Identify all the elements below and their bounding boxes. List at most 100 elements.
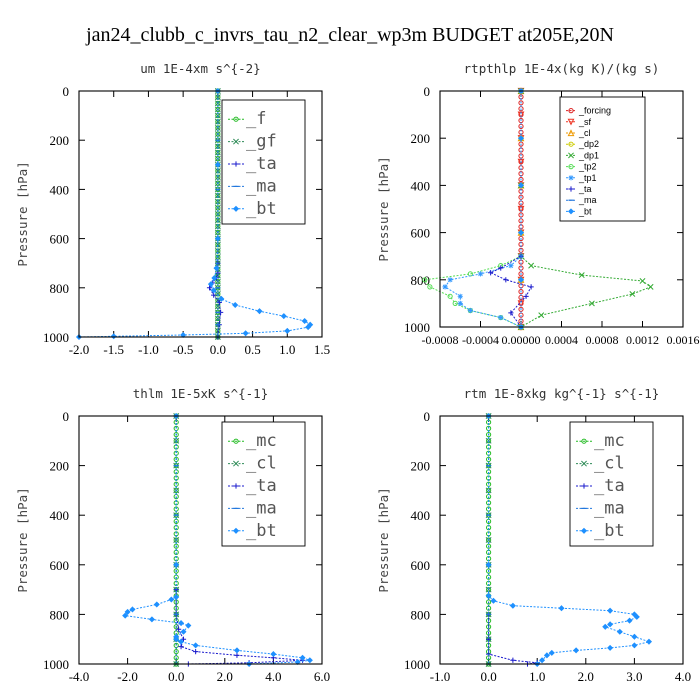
data-point [210, 287, 217, 294]
x-tick-label: 0.0012 [626, 333, 659, 347]
x-tick-label: -1.0 [430, 669, 451, 684]
data-point [211, 292, 217, 298]
x-tick-label: -0.0004 [462, 333, 499, 347]
data-point [548, 649, 555, 656]
data-point [447, 277, 453, 283]
x-tick-label: 6.0 [314, 669, 330, 684]
y-tick-label: 200 [50, 459, 70, 474]
legend-marker [233, 483, 239, 489]
series-line [208, 263, 222, 338]
y-tick-label: 1000 [404, 320, 430, 335]
data-point [215, 156, 221, 162]
data-point [214, 94, 221, 101]
data-point [486, 543, 492, 549]
data-point [607, 607, 614, 614]
legend-marker [568, 108, 574, 114]
data-point [306, 657, 313, 664]
x-tick-label: 3.0 [626, 669, 642, 684]
data-point [538, 312, 545, 319]
data-point [256, 308, 263, 315]
data-point [173, 636, 180, 643]
data-point [215, 106, 221, 113]
data-point [206, 285, 213, 291]
legend-label: _ta [594, 476, 625, 496]
legend-marker [568, 164, 574, 170]
data-point [173, 568, 179, 574]
data-point [173, 432, 179, 438]
legend-label: _tp2 [578, 162, 597, 172]
legend-label: _ta [246, 476, 277, 496]
legend-label: _ma [246, 498, 277, 518]
data-point [498, 314, 504, 321]
x-tick-label: -0.0008 [422, 333, 459, 347]
legend-marker [233, 460, 239, 467]
x-tick-label: -4.0 [69, 669, 90, 684]
data-point [633, 613, 640, 620]
data-point [218, 295, 225, 302]
data-point [185, 622, 192, 629]
legend-marker [233, 438, 239, 444]
data-point [486, 432, 492, 438]
data-point [442, 284, 448, 290]
data-point [427, 284, 433, 290]
legend-marker [567, 129, 575, 137]
plot-frame [78, 415, 323, 665]
x-tick-label: 0.0016 [667, 333, 700, 347]
data-point [180, 628, 187, 635]
data-point [178, 644, 184, 650]
data-point [214, 143, 221, 150]
data-point [518, 100, 524, 106]
legend-marker [568, 186, 574, 192]
x-tick-label: -2.0 [69, 342, 90, 357]
y-tick-label: 1000 [43, 657, 69, 672]
legend-label: _bt [578, 206, 592, 216]
legend-marker [232, 527, 240, 534]
legend-marker [581, 438, 587, 444]
legend-label: _ta [246, 154, 277, 174]
legend-marker [568, 175, 574, 181]
x-tick-label: -2.0 [117, 669, 138, 684]
data-point [173, 561, 180, 568]
x-tick-label: 0.5 [244, 342, 260, 357]
y-tick-label: 0 [63, 84, 70, 99]
y-tick-label: 800 [50, 281, 70, 296]
data-point [124, 608, 131, 615]
data-point [616, 628, 623, 635]
plot-frame [439, 90, 684, 328]
plot-frame [439, 415, 684, 665]
y-tick-label: 1000 [404, 657, 430, 672]
data-point [518, 306, 524, 312]
data-point [518, 289, 524, 295]
data-point [528, 284, 534, 290]
data-point [518, 271, 524, 277]
legend-label: _gf [246, 132, 277, 152]
y-axis-label: Pressure [hPa] [15, 161, 30, 266]
series-line [488, 614, 538, 665]
data-point [523, 293, 529, 299]
data-point [215, 131, 221, 137]
y-tick-label: 400 [411, 508, 431, 523]
data-point [517, 135, 525, 142]
data-point [457, 300, 463, 306]
legend-label: _ma [578, 195, 597, 205]
panel-title: rtpthlp 1E-4x(kg K)/(kg s) [464, 61, 660, 76]
y-tick-label: 600 [411, 226, 431, 241]
data-point [214, 223, 221, 230]
data-point [629, 291, 636, 297]
data-point [543, 652, 550, 659]
data-point [122, 612, 129, 619]
data-point [485, 561, 492, 568]
legend-label: _cl [594, 454, 625, 474]
x-tick-label: 0.0 [210, 342, 226, 357]
panel-title: um 1E-4xm s^{-2} [140, 61, 260, 76]
data-point [488, 270, 494, 276]
legend-label: _tp1 [578, 173, 597, 183]
legend-label: _cl [246, 454, 277, 474]
legend-label: _dp2 [578, 139, 599, 149]
data-point [214, 247, 221, 254]
plot-frame [78, 90, 323, 338]
x-tick-label: 1.0 [529, 669, 545, 684]
data-point [180, 332, 187, 339]
data-point [215, 180, 221, 186]
y-tick-label: 200 [411, 459, 431, 474]
